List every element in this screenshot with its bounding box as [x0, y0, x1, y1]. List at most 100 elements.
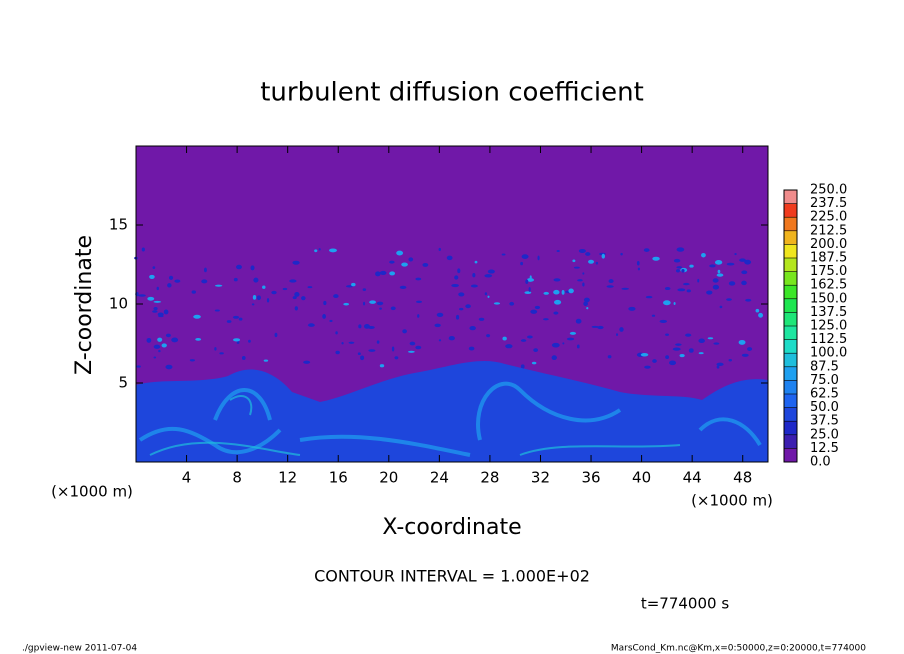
turbulent-patch [608, 279, 614, 284]
turbulent-patch [528, 287, 531, 292]
turbulent-patch [314, 249, 318, 253]
x-tick-label: 20 [379, 469, 398, 487]
turbulent-patch [335, 350, 340, 355]
turbulent-patch [238, 317, 243, 321]
turbulent-patch [595, 261, 599, 265]
colorbar-band [784, 394, 797, 408]
turbulent-patch [645, 295, 653, 299]
turbulent-patch [659, 319, 668, 323]
turbulent-patch [501, 253, 506, 256]
turbulent-patch [193, 314, 201, 319]
x-tick-label: 16 [329, 469, 348, 487]
turbulent-patch [636, 260, 640, 266]
turbulent-patch [289, 279, 297, 283]
x-tick-label: 24 [430, 469, 449, 487]
turbulent-patch [248, 339, 251, 343]
colorbar-label: 200.0 [810, 237, 847, 252]
turbulent-patch [556, 249, 560, 253]
turbulent-patch [509, 301, 515, 306]
turbulent-patch [292, 260, 300, 265]
turbulent-patch [341, 342, 344, 345]
turbulent-patch [226, 320, 232, 323]
turbulent-patch [741, 353, 749, 357]
turbulent-patch [741, 280, 747, 286]
turbulent-patch [577, 279, 583, 282]
turbulent-patch [250, 265, 255, 271]
turbulent-patch [147, 296, 155, 301]
turbulent-patch [553, 278, 561, 282]
turbulent-patch [493, 302, 501, 305]
colorbar-label: 37.5 [810, 414, 839, 429]
turbulent-patch [394, 356, 399, 360]
turbulent-patch [738, 339, 746, 345]
turbulent-patch [606, 285, 614, 288]
turbulent-patch [415, 345, 422, 350]
colorbar-band [784, 407, 797, 422]
turbulent-patch [573, 266, 580, 269]
turbulent-patch [163, 309, 169, 315]
turbulent-patch [191, 290, 196, 294]
turbulent-patch [543, 318, 549, 321]
boundary-swirl [138, 381, 762, 457]
turbulent-patch [526, 278, 535, 282]
turbulent-patch [716, 365, 720, 369]
turbulent-patch [465, 304, 471, 309]
turbulent-patch [520, 339, 527, 342]
turbulent-patch [672, 347, 681, 351]
turbulent-patch [728, 281, 736, 286]
turbulent-patch [376, 340, 380, 344]
turbulent-patch [459, 307, 464, 311]
turbulent-patch [578, 248, 586, 253]
x-tick-label: 48 [733, 469, 752, 487]
colorbar-label: 125.0 [810, 319, 847, 334]
turbulent-patch [716, 273, 724, 277]
turbulent-patch [591, 325, 599, 328]
turbulent-patch [758, 312, 764, 318]
turbulent-patch [376, 301, 384, 306]
turbulent-patch [233, 338, 241, 342]
turbulent-patch [416, 300, 423, 303]
turbulent-patch [744, 259, 752, 265]
turbulent-patch [415, 277, 422, 281]
turbulent-patch [644, 365, 651, 369]
turbulent-patch [583, 297, 590, 303]
turbulent-patch [652, 256, 660, 261]
turbulent-patch [524, 291, 532, 294]
turbulent-patch [679, 353, 685, 358]
colorbar-band [784, 217, 797, 231]
y-axis-label: Z-coordinate [72, 235, 97, 375]
turbulent-patch [734, 252, 737, 256]
turbulent-patch [543, 291, 550, 295]
footer-left: ./gpview-new 2011-07-04 [22, 644, 137, 654]
turbulent-patch [214, 284, 223, 287]
turbulent-patch [527, 335, 533, 339]
colorbar-band [784, 339, 797, 354]
colorbar-label: 112.5 [810, 332, 847, 347]
turbulent-patch [521, 254, 529, 259]
turbulent-patch [719, 305, 723, 309]
turbulent-patch [553, 311, 559, 315]
turbulent-patch [673, 258, 681, 263]
turbulent-patch [153, 307, 158, 311]
turbulent-patch [157, 337, 163, 342]
x-tick-label: 36 [581, 469, 600, 487]
turbulent-patch [201, 279, 208, 284]
turbulent-patch [717, 269, 721, 274]
turbulent-patch [252, 295, 257, 300]
turbulent-patch [322, 314, 326, 319]
turbulent-patch [451, 283, 459, 288]
turbulent-patch [561, 289, 565, 295]
turbulent-patch [357, 352, 361, 356]
turbulent-patch [448, 336, 455, 341]
turbulent-patch [236, 264, 242, 270]
turbulent-patch [677, 288, 686, 292]
turbulent-patch [219, 352, 224, 355]
turbulent-patch [436, 312, 444, 317]
turbulent-patch [716, 362, 724, 367]
colorbar-band [784, 312, 797, 326]
turbulent-patch [619, 327, 624, 332]
turbulent-patch [402, 329, 407, 334]
turbulent-patch [167, 283, 172, 288]
turbulent-patch [698, 352, 704, 355]
turbulent-patch [253, 277, 259, 283]
